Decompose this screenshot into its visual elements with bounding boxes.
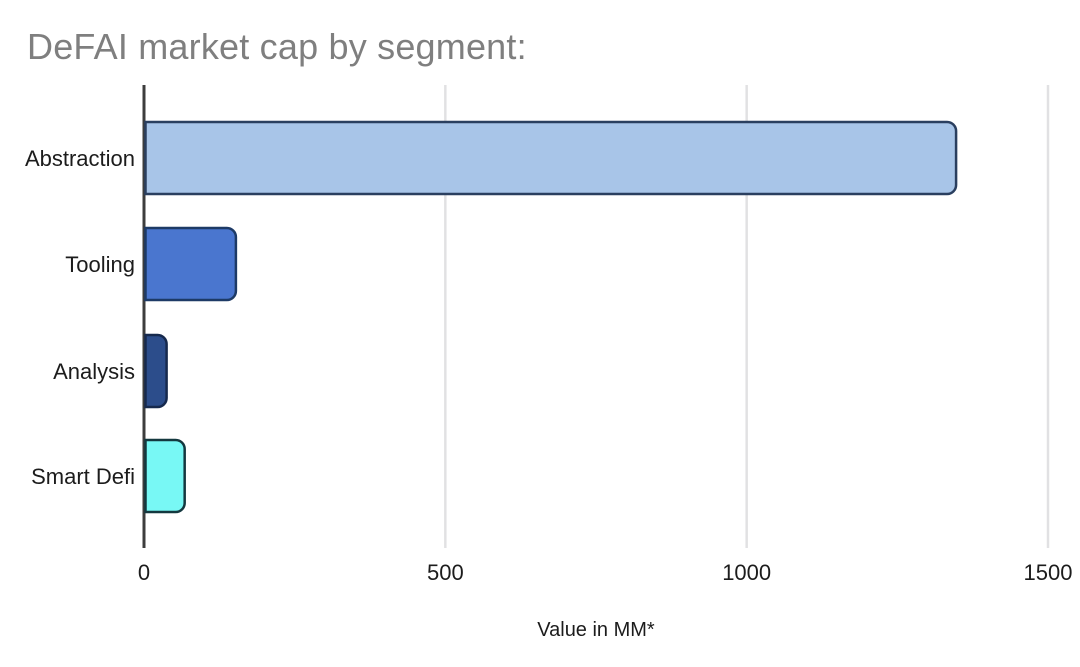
x-tick-label-0: 0 — [138, 560, 150, 585]
category-label-smart-defi: Smart Defi — [31, 464, 135, 489]
bar-abstraction — [144, 120, 958, 196]
category-label-analysis: Analysis — [53, 359, 135, 384]
category-label-tooling: Tooling — [65, 252, 135, 277]
x-tick-label-1500: 1500 — [1024, 560, 1073, 585]
chart-title: DeFAI market cap by segment: — [27, 26, 527, 67]
x-tick-label-500: 500 — [427, 560, 464, 585]
x-tick-label-1000: 1000 — [722, 560, 771, 585]
bar-smart-defi — [144, 438, 186, 514]
x-axis-title: Value in MM* — [537, 619, 655, 641]
bar-analysis — [144, 333, 168, 409]
bar-tooling — [144, 226, 238, 302]
category-label-abstraction: Abstraction — [25, 146, 135, 171]
